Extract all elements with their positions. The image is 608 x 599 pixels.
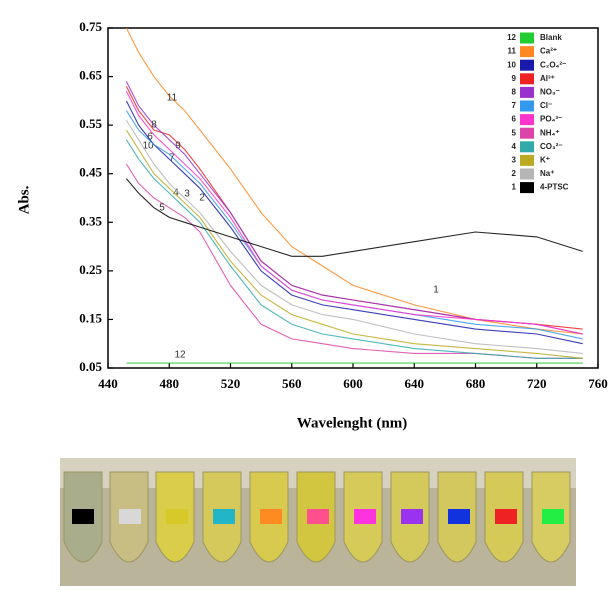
spectrum-line	[125, 139, 583, 359]
legend-number: 8	[512, 88, 517, 97]
legend-label: K⁺	[540, 156, 550, 165]
tag	[213, 509, 235, 524]
legend-label: Al³⁺	[540, 74, 555, 83]
curve-label: 3	[184, 189, 190, 200]
legend-label: NO₃⁻	[540, 88, 560, 97]
y-tick-label: 0.15	[79, 310, 102, 325]
legend-label: Na⁺	[540, 169, 554, 178]
plot-frame	[107, 27, 599, 369]
tag	[542, 509, 564, 524]
photo	[60, 458, 576, 586]
x-tick-label: 440	[98, 376, 118, 391]
curve-label: 8	[151, 120, 157, 131]
x-tick-label: 560	[282, 376, 302, 391]
legend-number: 12	[507, 33, 516, 42]
legend-label: NH₄⁺	[540, 128, 560, 137]
legend-swatch	[520, 59, 534, 71]
curve-label: 1	[433, 285, 439, 296]
vials	[63, 471, 571, 563]
legend-label: PO₄³⁻	[540, 115, 562, 124]
curve-label: 6	[147, 132, 153, 143]
legend-swatch	[520, 141, 534, 153]
tag	[72, 509, 94, 524]
legend-number: 1	[512, 183, 517, 192]
legend-label: Blank	[540, 33, 562, 42]
legend-swatch	[520, 168, 534, 180]
legend-label: C₂O₄²⁻	[540, 60, 566, 69]
x-tick-label: 640	[405, 376, 425, 391]
tag	[354, 509, 376, 524]
x-tick-label: 720	[527, 376, 547, 391]
y-tick-label: 0.45	[79, 165, 102, 180]
legend-number: 10	[507, 60, 516, 69]
tag	[166, 509, 188, 524]
y-axis-title: Abs.	[16, 185, 32, 214]
legend-number: 5	[512, 128, 517, 137]
legend-swatch	[520, 46, 534, 58]
tag	[307, 509, 329, 524]
legend-label: Cl⁻	[540, 101, 552, 110]
legend-label: Ca²⁺	[540, 47, 557, 56]
curve-label: 7	[169, 153, 175, 164]
x-tick-label: 520	[221, 376, 241, 391]
legend-label: 4-PTSC	[540, 183, 569, 192]
legend-swatch	[520, 114, 534, 126]
legend-number: 4	[512, 142, 517, 151]
x-tick-label: 480	[160, 376, 180, 391]
tag	[495, 509, 517, 524]
x-tick-label: 680	[466, 376, 486, 391]
spectrum-line	[125, 129, 583, 359]
curve-label: 11	[167, 93, 178, 104]
x-axis-title: Wavelenght (nm)	[297, 415, 407, 431]
color-tags	[72, 509, 564, 524]
curve-label: 9	[175, 141, 181, 152]
legend-number: 2	[512, 169, 517, 178]
spectrum-line	[125, 100, 583, 345]
legend-number: 9	[512, 74, 517, 83]
legend-swatch	[520, 32, 534, 44]
tag	[401, 509, 423, 524]
x-tick-label: 600	[343, 376, 363, 391]
spectrum-line	[125, 90, 583, 335]
legend-number: 6	[512, 115, 517, 124]
x-tick-label: 760	[588, 376, 608, 391]
legend-label: CO₃²⁻	[540, 142, 563, 151]
legend-swatch	[520, 127, 534, 139]
legend-number: 11	[508, 47, 517, 56]
spectrum-line	[125, 81, 583, 335]
legend-swatch	[520, 86, 534, 98]
spectrum-line	[125, 178, 583, 257]
y-tick-label: 0.65	[79, 68, 102, 83]
curve-label: 2	[199, 193, 205, 204]
curve-label: 5	[159, 203, 165, 214]
tag	[448, 509, 470, 524]
legend-swatch	[520, 100, 534, 112]
spectrum-line	[125, 120, 583, 354]
legend-swatch	[520, 73, 534, 85]
y-tick-label: 0.55	[79, 116, 102, 131]
legend-swatch	[520, 154, 534, 166]
legend-number: 3	[512, 156, 517, 165]
y-tick-label: 0.25	[79, 262, 102, 277]
y-tick-label: 0.05	[79, 359, 102, 374]
curve-label: 4	[173, 188, 179, 199]
tag	[119, 509, 141, 524]
curve-label: 12	[174, 350, 186, 361]
legend-number: 7	[512, 101, 517, 110]
y-tick-label: 0.75	[79, 19, 102, 34]
legend-swatch	[520, 182, 534, 194]
tag	[260, 509, 282, 524]
spectrum-line	[125, 163, 583, 359]
curve-label: 10	[142, 141, 154, 152]
spectrum-line	[125, 27, 583, 335]
y-tick-label: 0.35	[79, 213, 102, 228]
